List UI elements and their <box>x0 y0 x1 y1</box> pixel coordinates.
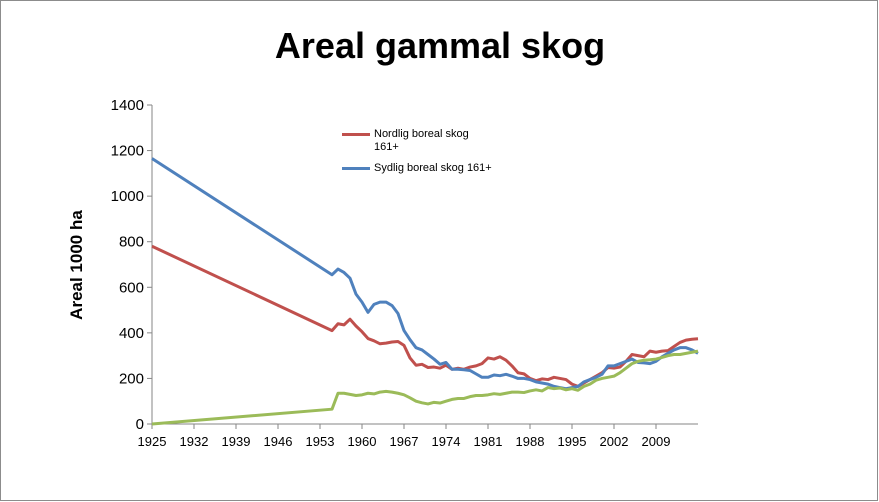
y-tick-label: 800 <box>119 234 144 251</box>
legend-item: Sydlig boreal skog 161+ <box>342 162 492 175</box>
y-tick-label: 400 <box>119 325 144 342</box>
line-series <box>151 349 699 426</box>
x-tick-label: 1946 <box>264 434 293 449</box>
y-tick-label: 1400 <box>111 97 144 114</box>
legend-swatch <box>342 133 370 136</box>
x-tick-label: 1939 <box>222 434 251 449</box>
y-axis-label: Areal 1000 ha <box>67 210 86 320</box>
x-tick-label: 1974 <box>432 434 461 449</box>
x-tick-label: 1967 <box>390 434 419 449</box>
y-tick-label: 0 <box>136 416 144 433</box>
line-series <box>151 244 699 388</box>
x-tick-label: 1988 <box>516 434 545 449</box>
legend: Nordlig boreal skog 161+ Sydlig boreal sk… <box>342 128 492 183</box>
x-tick-label: 2009 <box>642 434 671 449</box>
legend-label: Sydlig boreal skog 161+ <box>374 162 492 174</box>
x-tick-label: 1932 <box>180 434 209 449</box>
legend-item: Nordlig boreal skog 161+ <box>342 128 492 154</box>
x-tick-label: 1995 <box>558 434 587 449</box>
y-tick-label: 1000 <box>111 188 144 205</box>
legend-swatch <box>342 167 370 170</box>
chart-title: Areal gammal skog <box>275 25 605 66</box>
y-tick-label: 600 <box>119 279 144 296</box>
y-tick-label: 200 <box>119 370 144 387</box>
y-tick-label: 1200 <box>111 143 144 160</box>
x-tick-label: 1953 <box>306 434 335 449</box>
x-tick-label: 1960 <box>348 434 377 449</box>
x-tick-label: 1925 <box>138 434 167 449</box>
legend-label: Nordlig boreal skog 161+ <box>374 128 469 153</box>
x-tick-label: 1981 <box>474 434 503 449</box>
x-tick-label: 2002 <box>600 434 629 449</box>
